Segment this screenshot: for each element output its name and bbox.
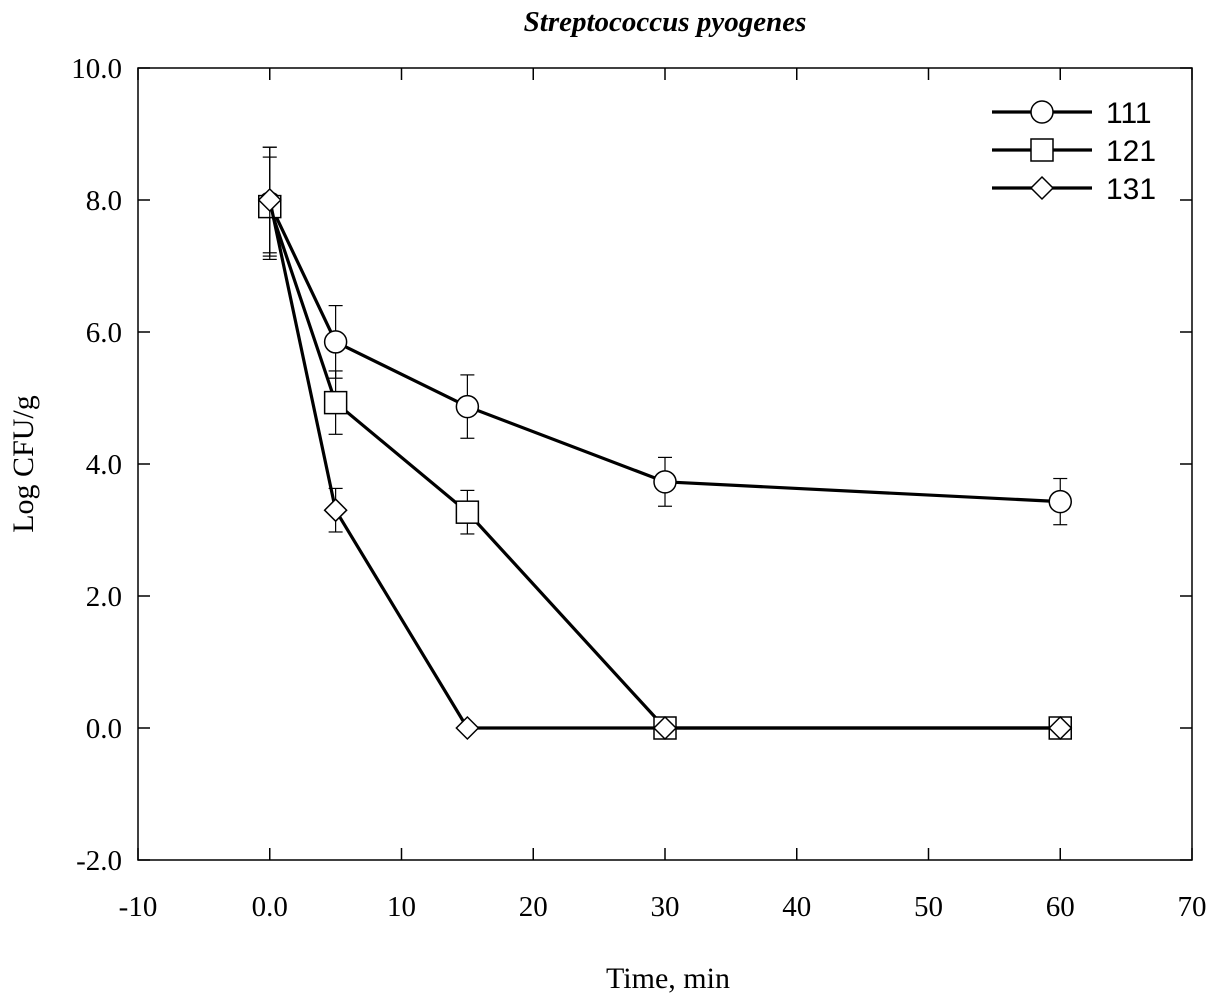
data-point-111: [323, 330, 348, 354]
legend-label-131: 131: [1106, 173, 1156, 206]
data-point-131: [257, 187, 282, 213]
y-tick-label: 2.0: [86, 581, 122, 613]
series-111: [258, 146, 1072, 526]
x-tick-label: 50: [914, 891, 943, 923]
chart-title: Streptococcus pyogenes: [524, 6, 807, 38]
data-point-111: [455, 394, 480, 419]
data-point-131: [1048, 715, 1073, 741]
series-121: [258, 156, 1072, 740]
legend-marker-111: [1030, 100, 1054, 124]
x-tick-label: 70: [1178, 891, 1207, 923]
x-tick-label: 10: [387, 891, 416, 923]
legend-marker-131: [1029, 175, 1055, 201]
x-tick-label: 30: [651, 891, 680, 923]
x-axis-label: Time, min: [606, 962, 730, 995]
x-tick-label: 0.0: [252, 891, 288, 923]
data-point-121: [455, 500, 480, 524]
data-point-131: [455, 715, 480, 741]
series-131: [257, 146, 1073, 741]
data-point-131: [652, 715, 678, 741]
y-tick-label: 4.0: [86, 449, 122, 481]
series-layer: [257, 146, 1073, 741]
legend-label-121: 121: [1106, 135, 1156, 168]
y-tick-label: 6.0: [86, 317, 122, 349]
data-point-121: [323, 390, 348, 415]
y-tick-label: -2.0: [76, 845, 122, 877]
legend-label-111: 111: [1106, 97, 1152, 130]
y-tick-label: 8.0: [86, 185, 122, 217]
data-point-111: [653, 470, 677, 494]
y-axis-label: Log CFU/g: [7, 395, 40, 533]
data-point-111: [1048, 489, 1072, 514]
data-point-131: [323, 498, 348, 523]
x-tick-label: 20: [519, 891, 548, 923]
x-tick-label: 60: [1046, 891, 1075, 923]
legend-marker-121: [1030, 138, 1054, 162]
axis-ticks: -10 0.0 10 20 30 40 50 60 70 -2.0 0.0 2.0 4.0 6.0 8.0 1…: [71, 53, 1206, 923]
y-tick-label: 0.0: [86, 713, 122, 745]
legend: 111 121 131: [992, 97, 1156, 206]
y-tick-label: 10.0: [71, 53, 122, 85]
x-tick-label: -10: [119, 891, 158, 923]
x-tick-label: 40: [782, 891, 811, 923]
